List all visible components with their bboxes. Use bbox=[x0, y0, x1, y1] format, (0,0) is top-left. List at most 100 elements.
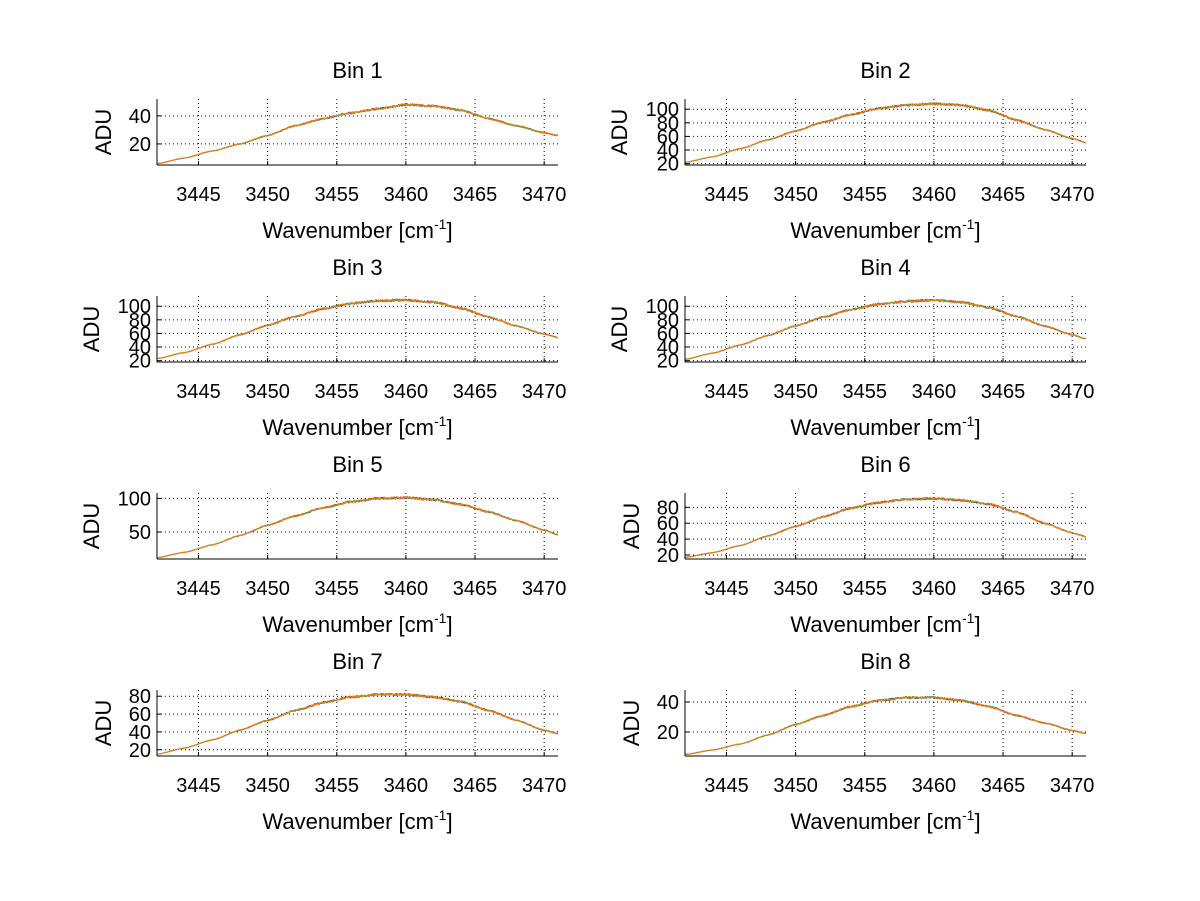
x-tick-label: 3460 bbox=[912, 578, 957, 600]
x-tick-label: 3445 bbox=[176, 775, 221, 797]
x-tick-label: 3460 bbox=[912, 381, 957, 403]
x-axis-label-text: Wavenumber [cm bbox=[790, 809, 962, 834]
x-tick-label: 3460 bbox=[912, 184, 957, 206]
series-line-2 bbox=[157, 692, 558, 755]
y-tick-label: 40 bbox=[657, 529, 679, 551]
x-axis-label-text: Wavenumber [cm bbox=[790, 415, 962, 440]
x-tick-label: 3470 bbox=[1050, 775, 1095, 797]
y-tick-label: 20 bbox=[129, 740, 151, 762]
series-line-1 bbox=[157, 692, 558, 755]
series-line-4 bbox=[685, 298, 1086, 360]
subplot-1: Bin 1 3445 3450 3455 3460 3465 3470 20 40 Wavenum… bbox=[91, 58, 566, 243]
subplot-title: Bin 3 bbox=[332, 255, 382, 280]
x-tick-label: 3450 bbox=[245, 578, 290, 600]
x-tick-label: 3470 bbox=[522, 184, 567, 206]
series-line-4 bbox=[157, 103, 558, 165]
y-axis-label: ADU bbox=[607, 306, 632, 352]
subplot-title: Bin 1 bbox=[332, 58, 382, 83]
x-tick-label: 3460 bbox=[912, 775, 957, 797]
x-tick-label: 3465 bbox=[981, 775, 1026, 797]
x-tick-label: 3460 bbox=[384, 184, 429, 206]
y-tick-label: 20 bbox=[129, 351, 151, 373]
y-tick-label: 40 bbox=[129, 722, 151, 744]
y-tick-label: 100 bbox=[118, 488, 151, 510]
series-line-4 bbox=[685, 102, 1086, 163]
x-tick-label: 3455 bbox=[315, 184, 360, 206]
y-tick-label: 80 bbox=[129, 686, 151, 708]
y-axis-label: ADU bbox=[91, 700, 116, 746]
x-tick-label: 3465 bbox=[981, 381, 1026, 403]
series-line-2 bbox=[157, 103, 558, 165]
x-tick-label: 3455 bbox=[315, 775, 360, 797]
x-tick-label: 3470 bbox=[522, 381, 567, 403]
y-tick-label: 60 bbox=[129, 323, 151, 345]
x-axis-label: Wavenumber [cm-1] bbox=[262, 216, 452, 243]
x-tick-label: 3455 bbox=[843, 578, 888, 600]
series-line-2 bbox=[685, 298, 1086, 360]
y-tick-label: 100 bbox=[646, 99, 679, 121]
series-line-2 bbox=[685, 497, 1086, 558]
y-tick-label: 40 bbox=[657, 337, 679, 359]
y-axis-label: ADU bbox=[91, 109, 116, 155]
y-tick-label: 100 bbox=[118, 296, 151, 318]
x-tick-label: 3450 bbox=[245, 775, 290, 797]
series-line-4 bbox=[157, 692, 558, 755]
series-line-2 bbox=[685, 695, 1086, 755]
y-tick-label: 20 bbox=[657, 351, 679, 373]
series-line-3 bbox=[157, 692, 558, 755]
x-tick-label: 3445 bbox=[704, 578, 749, 600]
series-line-1 bbox=[685, 695, 1086, 755]
x-tick-label: 3445 bbox=[176, 184, 221, 206]
y-tick-label: 80 bbox=[657, 310, 679, 332]
x-axis-label: Wavenumber [cm-1] bbox=[790, 807, 980, 834]
x-tick-label: 3470 bbox=[522, 775, 567, 797]
series-line-4 bbox=[157, 298, 558, 359]
subplot-8: Bin 8 3445 3450 3455 3460 3465 3470 20 40 Wavenum… bbox=[619, 649, 1094, 834]
x-tick-label: 3465 bbox=[453, 578, 498, 600]
x-axis-label-text: Wavenumber [cm bbox=[262, 612, 434, 637]
subplot-title: Bin 6 bbox=[860, 452, 910, 477]
y-tick-label: 40 bbox=[129, 337, 151, 359]
x-tick-label: 3465 bbox=[981, 184, 1026, 206]
x-tick-label: 3465 bbox=[981, 578, 1026, 600]
y-tick-label: 60 bbox=[657, 513, 679, 535]
x-axis-label-sup: -1 bbox=[434, 413, 447, 429]
x-tick-label: 3455 bbox=[843, 775, 888, 797]
x-axis-label-end: ] bbox=[974, 612, 980, 637]
y-tick-label: 60 bbox=[129, 704, 151, 726]
series-line-1 bbox=[685, 497, 1086, 558]
x-tick-label: 3470 bbox=[1050, 381, 1095, 403]
x-axis-label-end: ] bbox=[974, 809, 980, 834]
x-tick-label: 3470 bbox=[1050, 184, 1095, 206]
subplot-title: Bin 2 bbox=[860, 58, 910, 83]
x-axis-label-end: ] bbox=[446, 809, 452, 834]
series-line-4 bbox=[685, 695, 1086, 755]
x-tick-label: 3450 bbox=[773, 578, 818, 600]
x-tick-label: 3460 bbox=[384, 381, 429, 403]
series-line-1 bbox=[157, 298, 558, 360]
x-tick-label: 3455 bbox=[315, 578, 360, 600]
x-axis-label: Wavenumber [cm-1] bbox=[790, 216, 980, 243]
x-tick-label: 3460 bbox=[384, 578, 429, 600]
x-axis-label-sup: -1 bbox=[434, 216, 447, 232]
x-axis-label-text: Wavenumber [cm bbox=[790, 218, 962, 243]
series-line-2 bbox=[685, 101, 1086, 163]
x-tick-label: 3460 bbox=[384, 775, 429, 797]
subplot-2: Bin 2 3445 3450 3455 3460 3465 3470 20406080100… bbox=[607, 58, 1094, 243]
y-tick-label: 50 bbox=[129, 522, 151, 544]
series-line-3 bbox=[157, 103, 558, 165]
x-tick-label: 3465 bbox=[453, 381, 498, 403]
subplot-title: Bin 4 bbox=[860, 255, 910, 280]
subplot-3: Bin 3 3445 3450 3455 3460 3465 3470 20406080100… bbox=[79, 255, 566, 440]
x-axis-label-end: ] bbox=[446, 415, 452, 440]
x-tick-label: 3465 bbox=[453, 184, 498, 206]
series-line-3 bbox=[157, 496, 558, 559]
x-tick-label: 3445 bbox=[176, 381, 221, 403]
y-tick-label: 40 bbox=[657, 140, 679, 162]
y-tick-label: 80 bbox=[657, 497, 679, 519]
series-line-2 bbox=[157, 496, 558, 559]
y-tick-label: 40 bbox=[129, 106, 151, 128]
series-line-3 bbox=[685, 102, 1086, 163]
